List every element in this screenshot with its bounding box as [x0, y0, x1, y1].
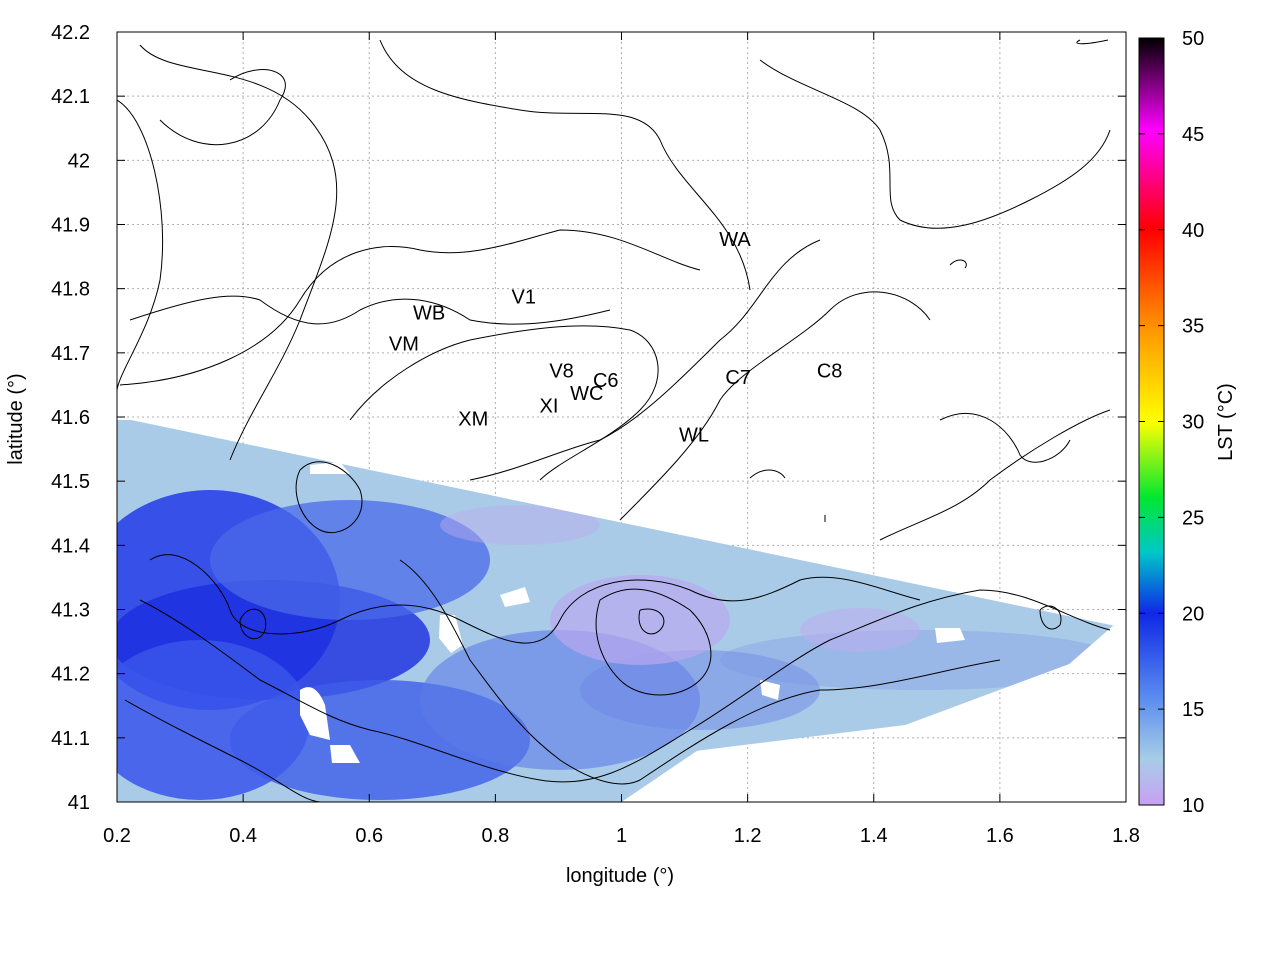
y-tick-label: 41.1: [51, 728, 90, 750]
station-label-c7: C7: [725, 367, 751, 389]
terrain-contours: [117, 39, 1111, 802]
y-tick-label: 41.6: [51, 407, 90, 429]
station-label-wa: WA: [719, 229, 751, 251]
x-tick-label: 1.2: [734, 825, 762, 847]
x-tick-label: 1.6: [986, 825, 1014, 847]
y-axis-ticks: 41 41.1 41.2 41.3 41.4 41.5 41.6 41.7 41.8 41.9 42…: [51, 22, 1126, 814]
station-label-c6: C6: [593, 370, 619, 392]
x-axis-label: longitude (°): [566, 865, 674, 887]
colorbar-tick-label: 30: [1182, 412, 1204, 434]
y-tick-label: 42.1: [51, 86, 90, 108]
y-tick-label: 41.4: [51, 535, 90, 557]
station-label-wl: WL: [679, 425, 709, 447]
x-tick-label: 0.6: [355, 825, 383, 847]
station-label-xi: XI: [540, 396, 559, 418]
colorbar-label: LST (°C): [1215, 383, 1237, 461]
station-label-xm: XM: [458, 408, 488, 430]
x-tick-label: 0.4: [229, 825, 257, 847]
colorbar-ticks: 10 15 20 25 30 35 40 45 50: [1139, 28, 1204, 817]
y-tick-label: 41.3: [51, 600, 90, 622]
x-tick-label: 0.8: [481, 825, 509, 847]
y-tick-label: 41.9: [51, 215, 90, 237]
colorbar-tick-label: 25: [1182, 507, 1204, 529]
y-tick-label: 41: [68, 792, 90, 814]
y-tick-label: 42.2: [51, 22, 90, 44]
colorbar-tick-label: 40: [1182, 220, 1204, 242]
colorbar-tick-label: 10: [1182, 795, 1204, 817]
y-tick-label: 41.2: [51, 664, 90, 686]
lst-swath: [117, 420, 1114, 802]
station-label-wc: WC: [570, 383, 603, 405]
y-tick-label: 41.5: [51, 471, 90, 493]
y-tick-label: 41.8: [51, 279, 90, 301]
station-label-vm: VM: [389, 333, 419, 355]
colorbar-tick-label: 35: [1182, 316, 1204, 338]
station-label-wb: WB: [413, 303, 445, 325]
colorbar-tick-label: 45: [1182, 124, 1204, 146]
colorbar-tick-label: 20: [1182, 603, 1204, 625]
station-label-v1: V1: [512, 287, 536, 309]
y-axis-label: latitude (°): [5, 373, 27, 464]
station-label-v8: V8: [549, 360, 573, 382]
x-tick-label: 1.4: [860, 825, 888, 847]
colorbar-tick-label: 50: [1182, 28, 1204, 50]
x-tick-label: 1.8: [1112, 825, 1140, 847]
y-tick-label: 42: [68, 150, 90, 172]
colorbar-tick-label: 15: [1182, 699, 1204, 721]
y-tick-label: 41.7: [51, 343, 90, 365]
x-tick-label: 1: [616, 825, 627, 847]
station-label-c8: C8: [817, 360, 843, 382]
x-tick-label: 0.2: [103, 825, 131, 847]
x-axis-ticks: 0.2 0.4 0.6 0.8 1 1.2 1.4 1.6 1.8: [103, 32, 1140, 847]
